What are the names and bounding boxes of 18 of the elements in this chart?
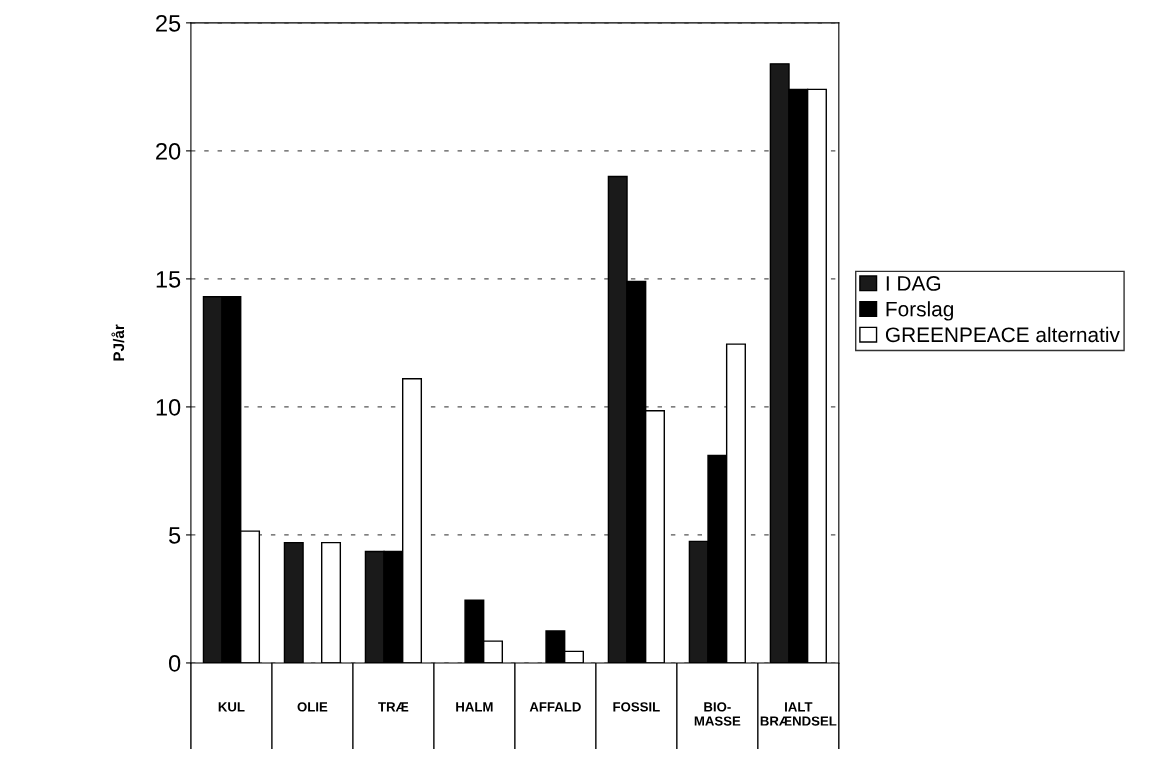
x-tick-label: OLIE xyxy=(297,702,328,712)
y-tick-label: 5 xyxy=(169,527,181,544)
legend-label: Forslag xyxy=(886,301,954,321)
y-tick-label: 0 xyxy=(168,655,181,672)
x-tick-label: KUL xyxy=(218,702,245,712)
y-axis-title: PJ/år xyxy=(111,324,125,361)
x-tick-label: IALT BRÆNDSEL xyxy=(760,702,837,726)
x-tick-label: AFFALD xyxy=(529,702,581,712)
x-tick-label: TRÆ xyxy=(378,702,409,712)
y-tick-label: 20 xyxy=(156,142,181,160)
x-tick-label: HALM xyxy=(456,702,493,712)
legend-label: GREENPEACE alternativ xyxy=(885,326,1120,343)
y-tick-label: 10 xyxy=(156,398,181,416)
legend-label: I DAG xyxy=(886,276,941,291)
y-tick-label: 15 xyxy=(156,271,181,288)
x-tick-label: FOSSIL xyxy=(613,702,660,712)
x-tick-label: BIO- MASSE xyxy=(694,702,741,726)
y-tick-label: 25 xyxy=(156,14,181,32)
